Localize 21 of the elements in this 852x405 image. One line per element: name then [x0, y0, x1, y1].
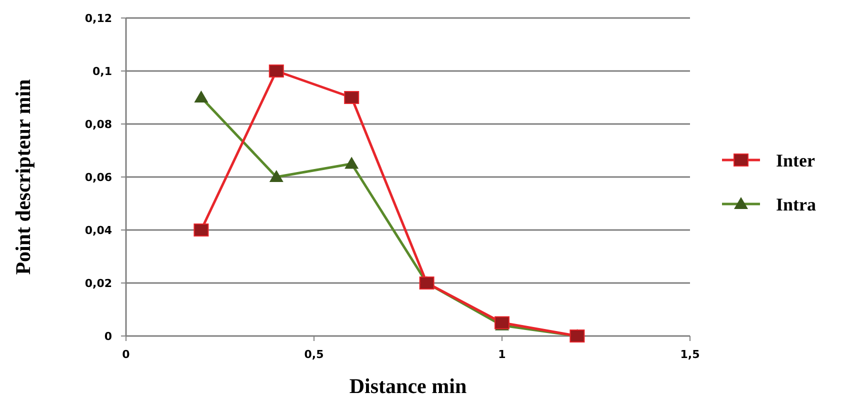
y-tick-label: 0,02: [84, 276, 112, 290]
legend-label: Intra: [776, 194, 816, 214]
y-tick-label: 0,1: [92, 64, 112, 78]
y-axis-title: Point descripteur min: [11, 78, 35, 275]
x-axis-title: Distance min: [349, 374, 467, 398]
point: [269, 170, 284, 182]
point: [194, 224, 209, 236]
y-tick-label: 0,06: [84, 170, 112, 184]
legend-label: Inter: [776, 150, 815, 170]
y-tick-label: 0: [104, 330, 112, 343]
y-tick-label: 0,08: [84, 118, 112, 131]
point: [344, 156, 359, 169]
point: [194, 90, 208, 102]
point: [344, 91, 360, 104]
y-tick-label: 0,12: [84, 12, 112, 25]
point: [268, 64, 284, 78]
x-tick-label: 0: [122, 348, 130, 361]
x-tick-label: 1: [498, 348, 506, 361]
x-tick-label: 1,5: [680, 348, 700, 361]
y-tick-label: 0,04: [84, 224, 112, 237]
x-tick-label: 0,5: [304, 348, 324, 361]
